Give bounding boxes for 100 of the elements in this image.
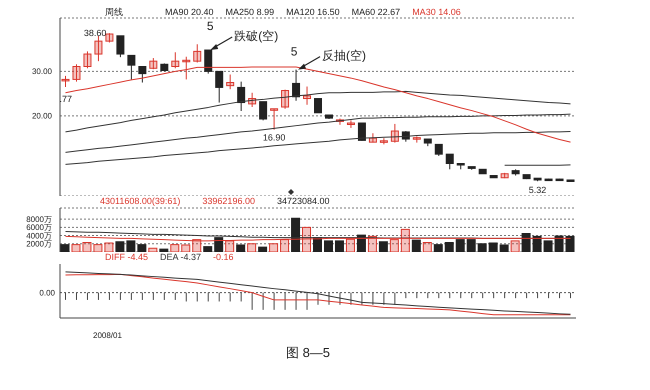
caption: 图 8—5 [284, 344, 332, 362]
bar [203, 246, 212, 252]
y-tick-label: 8000万 [26, 214, 52, 224]
annotation: 跌破(空) [234, 29, 278, 44]
bar [236, 244, 246, 252]
bar [137, 244, 146, 252]
bar [247, 243, 256, 252]
y-tick-label: 2000万 [26, 240, 52, 249]
text: MA90 20.40 [165, 7, 214, 18]
candlestick [434, 144, 443, 156]
candlestick [193, 44, 202, 63]
bar [500, 244, 509, 252]
bar [192, 239, 202, 252]
bar [148, 248, 158, 252]
series-label: DIFF -4.45 [105, 252, 148, 263]
y-tick-label: 4000万 [26, 231, 52, 240]
candlestick [303, 86, 312, 106]
bar [115, 241, 124, 252]
candlestick [270, 108, 278, 130]
candlestick [281, 89, 290, 110]
annotation: 33962196.00 [202, 196, 255, 207]
bar [532, 236, 542, 252]
bar [324, 240, 333, 252]
y-tick-label: 20.00 [32, 112, 53, 121]
text: MA120 16.50 [286, 7, 340, 18]
candlestick [105, 32, 114, 43]
candlestick [412, 136, 421, 144]
candlestick [149, 58, 158, 70]
candlestick [127, 54, 136, 80]
text: MA250 8.99 [226, 7, 274, 18]
candlestick [314, 98, 322, 114]
y-tick-label: 30.00 [32, 67, 53, 76]
line-series [64, 130, 572, 165]
bar [390, 239, 399, 252]
annotation: 34723084.00 [276, 196, 330, 207]
bar [258, 246, 268, 252]
bar [82, 242, 92, 252]
annotation: 5 [206, 19, 214, 34]
ref-line-label: 0.00 [39, 288, 56, 298]
bar [488, 242, 498, 252]
candlestick [226, 74, 234, 90]
candlestick [94, 35, 102, 62]
candlestick [292, 69, 300, 102]
bar [466, 239, 476, 252]
bar [400, 228, 410, 252]
bar [291, 218, 300, 252]
candlestick [72, 64, 80, 82]
bar [214, 237, 224, 252]
text: -0.16 [213, 252, 234, 263]
annotation: 38.60 [84, 28, 106, 38]
bar [104, 242, 114, 252]
candlestick [204, 50, 212, 74]
annotation: 43011608.00(39:61) [100, 196, 180, 207]
text: MA60 22.67 [352, 7, 400, 18]
text: 2008/01 [93, 331, 122, 340]
candlestick [138, 66, 146, 84]
bar [280, 239, 290, 252]
candlestick [390, 123, 399, 144]
bar [71, 244, 80, 252]
series-label: DEA -4.37 [160, 252, 202, 263]
bar [126, 240, 136, 252]
candlestick [171, 52, 180, 69]
annotation: 反抽(空) [322, 48, 366, 63]
bar [378, 241, 388, 252]
bar [554, 235, 564, 252]
bar [522, 232, 531, 252]
bar [434, 244, 443, 252]
bar [544, 240, 553, 252]
candlestick [116, 35, 124, 58]
annotation: 5 [290, 44, 298, 59]
y-tick-label: 6000万 [26, 223, 52, 232]
candlestick [83, 50, 92, 69]
bar [269, 243, 278, 252]
candlestick [215, 70, 224, 104]
bar [566, 236, 575, 252]
candlestick [380, 138, 388, 145]
bar [159, 248, 168, 252]
bar [302, 226, 312, 252]
candlestick [237, 81, 246, 112]
annotation: 16.90 [262, 132, 286, 143]
candlestick [446, 154, 454, 170]
bar [422, 242, 432, 252]
bar [225, 240, 234, 252]
bar [170, 244, 180, 252]
candlestick [358, 122, 366, 142]
bar [60, 244, 70, 252]
bar [334, 240, 344, 252]
text: 周线 [105, 7, 123, 18]
line-series [64, 114, 572, 153]
text: MA30 14.06 [412, 7, 461, 18]
candlestick [500, 172, 509, 179]
bar [181, 244, 190, 252]
candlestick [62, 75, 70, 88]
candlestick [259, 101, 268, 121]
annotation: 5.32 [528, 185, 546, 196]
candlestick [346, 120, 355, 128]
bar [510, 240, 520, 252]
bar [93, 244, 102, 252]
bar [412, 240, 421, 252]
bar [478, 243, 487, 252]
